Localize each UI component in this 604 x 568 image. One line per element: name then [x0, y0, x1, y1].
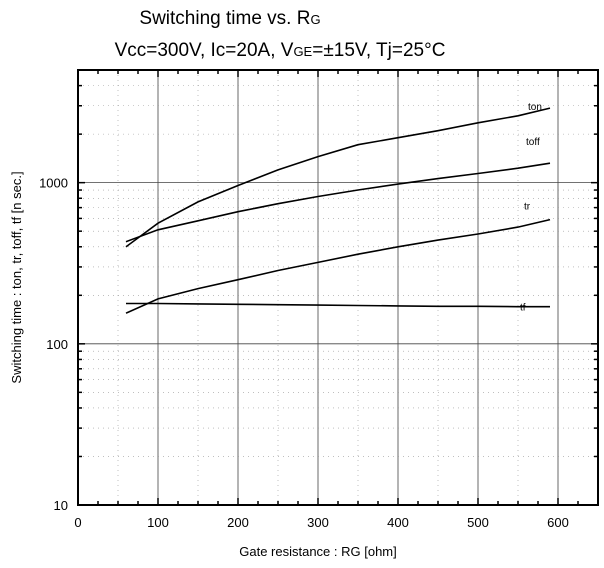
chart-title: Switching time vs. RG [0, 8, 460, 30]
y-axis-label: Switching time : ton, tr, toff, tf [n se… [9, 171, 24, 383]
x-tick-label: 600 [547, 515, 569, 530]
y-tick-label: 10 [54, 498, 68, 513]
grid [78, 69, 598, 506]
series-line-tf [126, 302, 550, 308]
chart-subtitle-part-a: Vcc=300V, Ic=20A, V [114, 40, 294, 61]
chart-title-main: Switching time vs. R [139, 8, 311, 29]
series-line-ton [125, 107, 551, 248]
series-label-tf: tf [520, 303, 526, 314]
plot-frame [77, 69, 599, 506]
series-label-toff: toff [526, 137, 540, 148]
y-tick-label: 100 [46, 337, 68, 352]
chart-subtitle-part-b: =±15V, Tj=25°C [312, 40, 446, 61]
x-tick-label: 0 [74, 515, 81, 530]
tick-labels: 0 100 200 300 400 500 600 10 100 1000 ton toff tr tf [39, 102, 569, 530]
x-tick-label: 500 [467, 515, 489, 530]
series-line-tr [125, 218, 551, 314]
chart-subtitle: Vcc=300V, Ic=20A, VGE=±15V, Tj=25°C [0, 40, 560, 62]
series-label-tr: tr [524, 202, 531, 213]
x-tick-label: 200 [227, 515, 249, 530]
series-line-toff [125, 162, 551, 243]
x-tick-label: 100 [147, 515, 169, 530]
chart-title-subscript: G [310, 12, 321, 27]
series-label-ton: ton [528, 102, 542, 113]
axis-ticks [77, 69, 599, 506]
x-tick-label: 400 [387, 515, 409, 530]
x-axis-label: Gate resistance : RG [ohm] [239, 544, 397, 559]
chart-subtitle-subscript: GE [293, 44, 313, 59]
y-tick-label: 1000 [39, 176, 68, 191]
series-lines [125, 107, 551, 314]
x-tick-label: 300 [307, 515, 329, 530]
